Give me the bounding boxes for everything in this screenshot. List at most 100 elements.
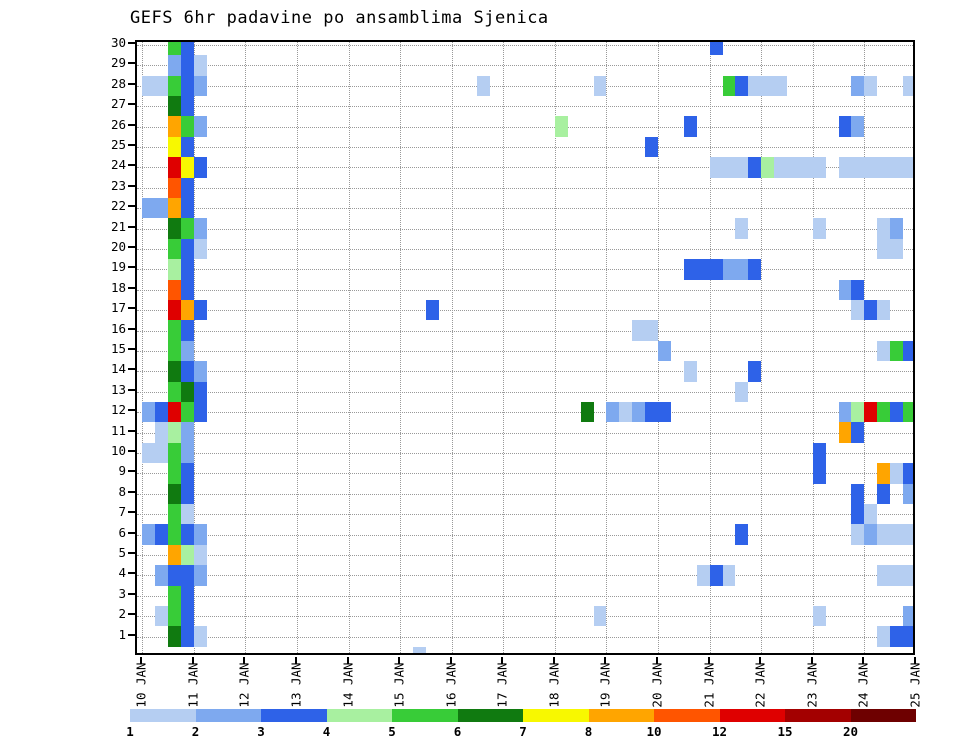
- heatmap-cell: [180, 422, 194, 443]
- heatmap-cell: [877, 218, 891, 239]
- heatmap-cell: [180, 96, 194, 117]
- heatmap-cell: [180, 55, 194, 76]
- heatmap-cell: [903, 402, 913, 423]
- heatmap-cell: [180, 198, 194, 219]
- h-gridline: [137, 473, 913, 475]
- heatmap-cell: [142, 198, 156, 219]
- heatmap-cell: [180, 361, 194, 382]
- x-axis-tick: [707, 657, 710, 664]
- colorbar-segment: [654, 709, 720, 722]
- heatmap-cell: [645, 136, 659, 158]
- heatmap-cell: [890, 402, 904, 423]
- x-axis-tick: [810, 657, 813, 664]
- heatmap-cell: [812, 218, 826, 239]
- heatmap-cell: [155, 606, 168, 627]
- heatmap-cell: [180, 218, 194, 239]
- x-axis-tick: [243, 657, 246, 664]
- heatmap-cell: [167, 116, 181, 137]
- colorbar-segment: [392, 709, 458, 722]
- h-gridline: [137, 126, 913, 128]
- h-gridline: [137, 453, 913, 454]
- heatmap-cell: [167, 96, 181, 117]
- y-tick-label: 3: [118, 585, 126, 601]
- x-axis-tick: [294, 657, 297, 664]
- heatmap-cell: [167, 136, 181, 158]
- heatmap-cell: [864, 75, 878, 96]
- v-gridline: [812, 42, 814, 653]
- heatmap-cell: [838, 157, 852, 178]
- y-tick-label: 18: [110, 279, 126, 295]
- heatmap-cell: [838, 279, 852, 300]
- v-gridline: [296, 42, 298, 653]
- heatmap-cell: [812, 157, 826, 178]
- y-axis-tick: [128, 450, 135, 452]
- heatmap-cell: [890, 157, 904, 178]
- heatmap-cell: [838, 402, 852, 423]
- y-tick-label: 21: [110, 218, 126, 234]
- heatmap-cell: [748, 361, 762, 382]
- y-tick-label: 17: [110, 300, 126, 316]
- heatmap-cell: [877, 565, 891, 586]
- y-tick-label: 6: [118, 524, 126, 540]
- colorbar-label: 8: [584, 724, 593, 739]
- y-axis-tick: [128, 470, 135, 473]
- y-axis-tick: [128, 144, 135, 146]
- heatmap-cell: [903, 157, 913, 178]
- colorbar-label: 20: [842, 724, 859, 739]
- heatmap-cell: [877, 300, 891, 321]
- heatmap-cell: [619, 402, 633, 423]
- y-axis-tick: [128, 246, 135, 248]
- heatmap-cell: [851, 75, 865, 96]
- heatmap-cell: [761, 75, 775, 96]
- y-axis-tick: [128, 205, 135, 208]
- heatmap-cell: [812, 442, 826, 464]
- heatmap-cell: [877, 238, 891, 260]
- heatmap-cell: [142, 75, 156, 96]
- heatmap-cell: [180, 606, 194, 627]
- x-tick-label: 25 JAN: [907, 662, 923, 708]
- y-axis-tick: [128, 307, 135, 310]
- y-axis-tick: [128, 388, 135, 391]
- y-tick-label: 15: [110, 341, 126, 356]
- heatmap-cell: [877, 626, 891, 647]
- x-tick-label: 14 JAN: [340, 662, 355, 708]
- heatmap-cell: [851, 402, 865, 423]
- y-tick-label: 19: [110, 259, 126, 275]
- heatmap-cell: [864, 300, 878, 321]
- heatmap-cell: [593, 75, 607, 96]
- heatmap-cell: [167, 300, 181, 321]
- heatmap-cell: [722, 565, 736, 586]
- heatmap-cell: [167, 524, 181, 545]
- heatmap-cell: [180, 442, 194, 464]
- colorbar-label: 5: [388, 724, 396, 739]
- heatmap-cell: [851, 157, 865, 178]
- heatmap-cell: [851, 504, 865, 525]
- heatmap-cell: [155, 198, 168, 219]
- heatmap-cell: [193, 361, 207, 382]
- y-tick-label: 22: [110, 198, 126, 214]
- heatmap-cell: [761, 157, 775, 178]
- y-tick-label: 7: [118, 504, 126, 520]
- heatmap-cell: [735, 259, 749, 280]
- heatmap-cell: [167, 463, 181, 484]
- v-gridline: [761, 42, 763, 653]
- h-gridline: [137, 330, 913, 332]
- heatmap-cell: [722, 75, 736, 96]
- heatmap-cell: [193, 544, 207, 566]
- heatmap-cell: [167, 402, 181, 423]
- heatmap-cell: [167, 626, 181, 647]
- y-axis-tick: [128, 42, 135, 44]
- colorbar-label: 3: [257, 724, 265, 739]
- heatmap-cell: [180, 157, 194, 178]
- heatmap-cell: [180, 524, 194, 545]
- heatmap-cell: [193, 402, 207, 423]
- y-tick-label: 27: [110, 96, 126, 112]
- h-gridline: [137, 45, 913, 46]
- heatmap-cell: [890, 238, 904, 260]
- heatmap-cell: [425, 300, 439, 321]
- heatmap-cell: [155, 75, 168, 96]
- colorbar-label: 1: [126, 724, 134, 739]
- x-axis-tick: [346, 657, 349, 664]
- x-tick-label: 16 JAN: [443, 662, 459, 708]
- heatmap-cell: [696, 565, 710, 586]
